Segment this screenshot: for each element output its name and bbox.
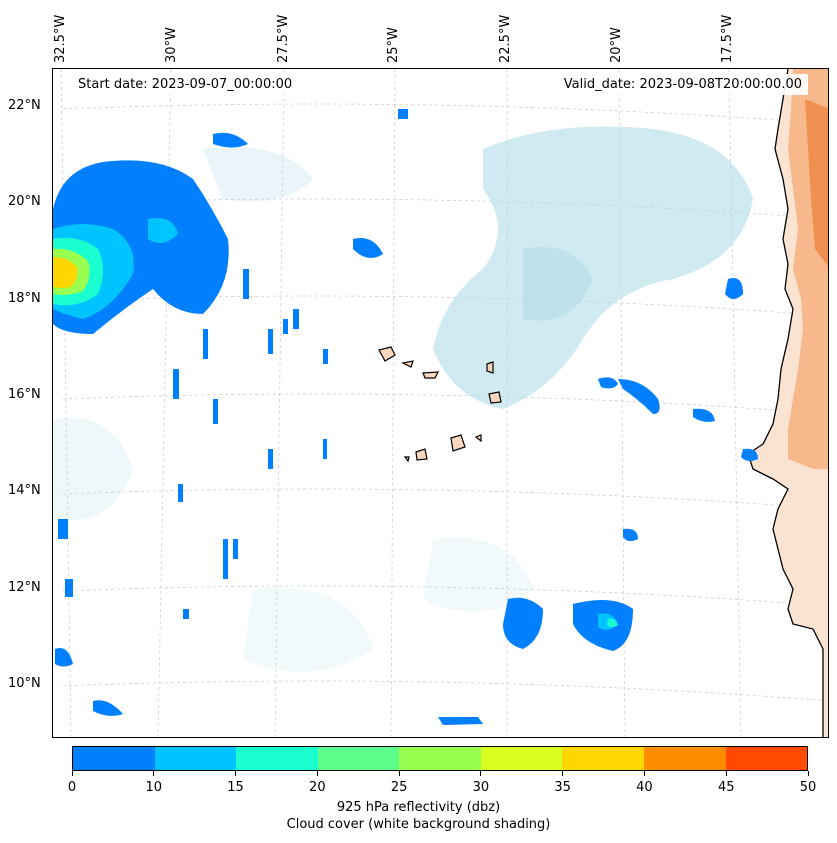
colorbar-segment	[154, 747, 237, 770]
colorbar-tick-label: 0	[67, 780, 77, 795]
colorbar-tick	[235, 771, 237, 776]
colorbar-tick-label: 20	[309, 780, 326, 795]
longitude-label: 17.5°W	[720, 14, 735, 63]
latitude-label: 18°N	[8, 291, 41, 306]
colorbar-segment	[317, 747, 400, 770]
colorbar-segment	[73, 747, 155, 770]
latitude-label: 20°N	[8, 194, 41, 209]
colorbar-tick-label: 10	[145, 780, 163, 795]
latitude-label: 10°N	[8, 676, 41, 691]
start-date-label: Start date: 2023-09-07_00:00:00	[72, 74, 299, 95]
cloud-cover-shading	[53, 126, 753, 672]
colorbar-label: 925 hPa reflectivity (dbz)	[336, 800, 501, 815]
colorbar-tick-label: 40	[636, 780, 653, 795]
valid-date-label: Valid_date: 2023-09-08T20:00:00.00	[557, 74, 808, 95]
reflectivity-colorbar	[72, 746, 808, 771]
map-panel	[52, 68, 829, 738]
latitude-label: 12°N	[8, 580, 41, 595]
colorbar-tick	[562, 771, 564, 776]
longitude-label: 27.5°W	[276, 14, 291, 63]
colorbar-tick	[643, 771, 645, 776]
colorbar-tick-label: 45	[717, 780, 735, 795]
colorbar-segment	[236, 747, 318, 770]
colorbar-tick	[480, 771, 482, 776]
longitude-label: 20°W	[609, 27, 624, 63]
colorbar-tick	[725, 771, 727, 776]
colorbar-sublabel: Cloud cover (white background shading)	[286, 817, 551, 832]
latitude-label: 22°N	[8, 98, 41, 113]
longitude-label: 30°W	[164, 27, 179, 63]
latitude-label: 14°N	[8, 483, 41, 498]
colorbar-tick	[153, 771, 155, 776]
latitude-label: 16°N	[8, 387, 41, 402]
longitude-label: 22.5°W	[498, 14, 513, 63]
reflectivity-scattered-cells	[55, 109, 758, 725]
colorbar-segment	[480, 747, 563, 770]
longitude-label: 32.5°W	[53, 14, 68, 63]
colorbar-tick	[398, 771, 400, 776]
colorbar-tick-label: 15	[227, 780, 244, 795]
reflectivity-storm-northwest	[53, 160, 229, 334]
colorbar-tick	[807, 771, 809, 776]
cape-verde-islands	[378, 346, 502, 463]
colorbar-tick-label: 30	[472, 780, 490, 795]
colorbar-tick-label: 25	[390, 780, 408, 795]
colorbar-tick	[71, 771, 73, 776]
colorbar-segment	[399, 747, 481, 770]
colorbar-segment	[643, 747, 726, 770]
colorbar-tick-label: 35	[554, 780, 571, 795]
colorbar-segment	[562, 747, 644, 770]
colorbar-tick-label: 50	[799, 780, 817, 795]
map-canvas	[53, 69, 828, 737]
west-africa-landmass	[747, 69, 828, 737]
colorbar-tick	[316, 771, 318, 776]
colorbar-segment	[725, 747, 808, 770]
longitude-label: 25°W	[386, 27, 401, 63]
